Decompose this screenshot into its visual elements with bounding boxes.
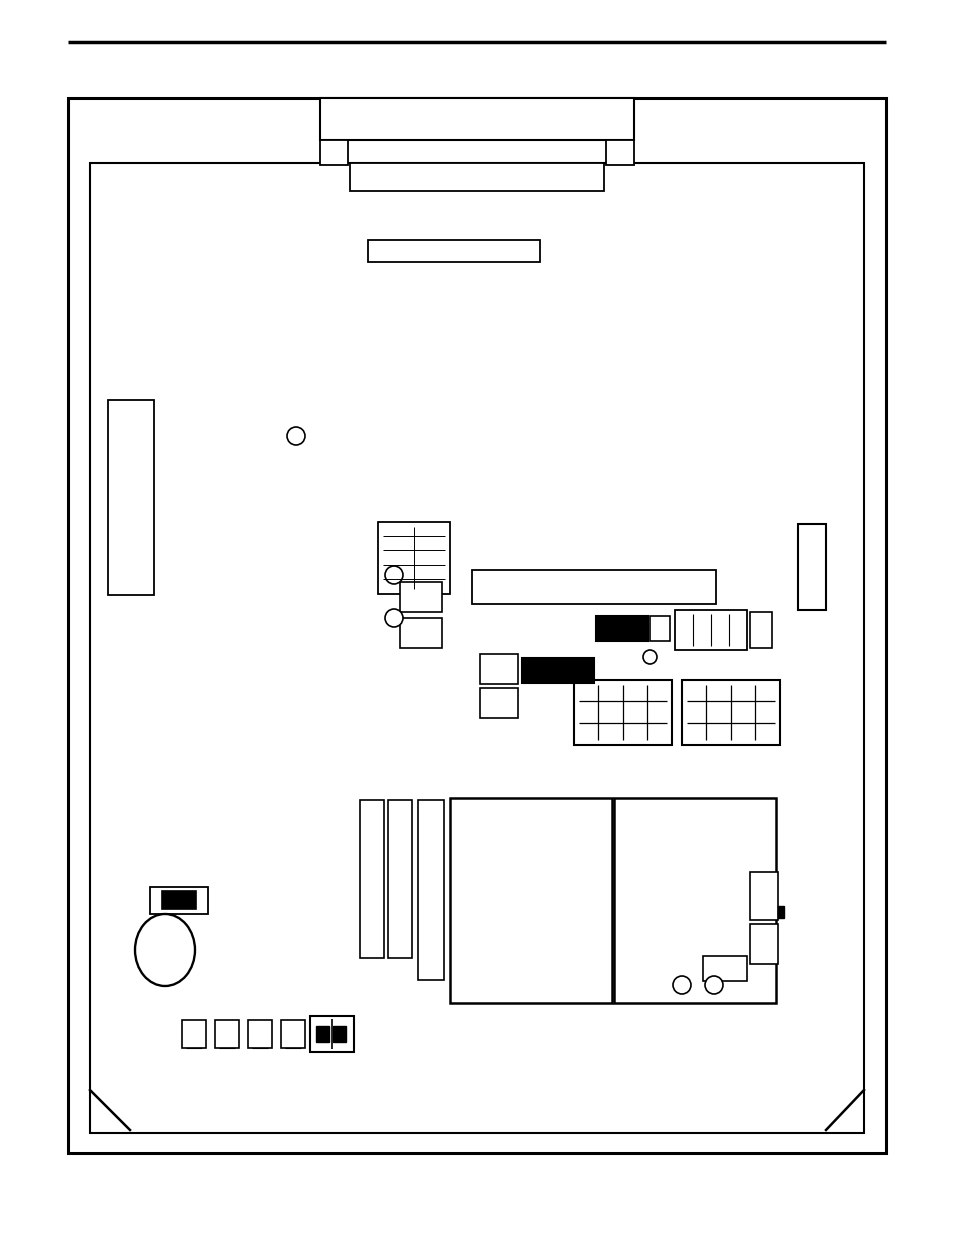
Bar <box>702 956 746 981</box>
Bar <box>377 522 450 594</box>
Bar <box>388 800 412 958</box>
Bar <box>521 658 594 683</box>
Circle shape <box>672 976 690 994</box>
Bar <box>310 1016 354 1052</box>
Bar <box>450 798 612 1003</box>
Bar <box>368 240 539 262</box>
Bar <box>399 618 441 648</box>
Bar <box>150 887 208 914</box>
Bar <box>350 163 603 191</box>
Bar <box>162 890 195 909</box>
Bar <box>248 1020 272 1049</box>
Circle shape <box>287 427 305 445</box>
Circle shape <box>385 566 402 584</box>
Bar <box>797 524 825 610</box>
Ellipse shape <box>135 914 194 986</box>
Bar <box>90 163 863 1132</box>
Bar <box>214 1020 239 1049</box>
Bar <box>315 1026 329 1042</box>
Bar <box>778 906 783 918</box>
Bar <box>605 140 634 165</box>
Bar <box>182 1020 206 1049</box>
Bar <box>479 655 517 684</box>
Bar <box>359 800 384 958</box>
Bar <box>749 924 778 965</box>
Bar <box>749 872 778 920</box>
Circle shape <box>704 976 722 994</box>
Bar <box>649 616 669 641</box>
Bar <box>399 582 441 613</box>
Bar <box>596 616 647 641</box>
Bar <box>574 680 671 745</box>
Bar <box>681 680 780 745</box>
Bar <box>333 1026 346 1042</box>
Bar <box>675 610 746 650</box>
Bar <box>108 400 153 595</box>
Bar <box>614 798 775 1003</box>
Bar <box>68 98 885 1153</box>
Bar <box>472 571 716 604</box>
Bar <box>281 1020 305 1049</box>
Circle shape <box>642 650 657 664</box>
Bar <box>319 98 634 140</box>
Circle shape <box>385 609 402 627</box>
Bar <box>749 613 771 648</box>
Bar <box>479 688 517 718</box>
Bar <box>417 800 443 981</box>
Bar <box>319 140 348 165</box>
